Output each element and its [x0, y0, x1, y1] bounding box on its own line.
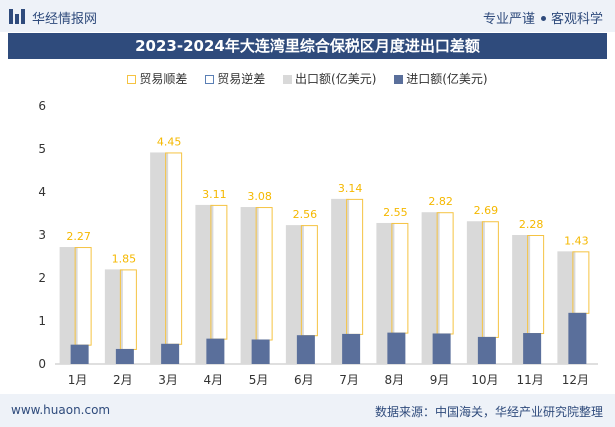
y-tick-label: 6 — [38, 99, 46, 113]
bar-chart: 0 1 2 3 4 5 6 2.27 1月 1.85 2月 4.45 3月 3.11 4月 3.08 5月 2.5… — [38, 99, 598, 387]
export-bar — [331, 198, 350, 364]
import-bar — [296, 335, 315, 364]
x-tick-label: 2月 — [113, 373, 133, 387]
legend-item-surplus: 贸易顺差 — [127, 70, 187, 87]
y-tick-label: 2 — [38, 271, 46, 285]
brand-name: 华经情报网 — [32, 12, 98, 27]
slogan-right: 客观科学 — [550, 12, 603, 27]
import-bar — [387, 332, 406, 364]
surplus-data-label: 3.11 — [202, 188, 227, 201]
title-bar: 2023-2024年大连湾里综合保税区月度进出口差额 — [8, 33, 607, 59]
legend-swatch-import — [394, 75, 404, 84]
dot-icon — [540, 16, 546, 21]
footer-bar: www.huaon.com 数据来源：中国海关，华经产业研究院整理 — [0, 394, 615, 427]
import-bar — [70, 344, 89, 364]
import-bar — [477, 336, 496, 364]
surplus-data-label: 3.08 — [247, 190, 272, 203]
x-tick-label: 5月 — [249, 373, 269, 387]
legend-label-import: 进口额(亿美元) — [406, 72, 488, 86]
y-tick-label: 5 — [38, 142, 46, 156]
x-tick-label: 12月 — [562, 373, 589, 387]
export-bar — [421, 212, 440, 364]
legend-label-export: 出口额(亿美元) — [295, 72, 377, 86]
legend-label-surplus: 贸易顺差 — [139, 72, 188, 86]
y-tick-label: 3 — [38, 228, 46, 242]
surplus-data-label: 2.28 — [519, 218, 544, 231]
import-bar — [161, 343, 180, 364]
surplus-data-label: 1.85 — [112, 252, 137, 265]
top-brand-bar: 华经情报网 专业严谨 客观科学 — [0, 0, 615, 32]
import-bar — [115, 348, 134, 364]
slogan-left: 专业严谨 — [482, 12, 535, 27]
export-bar — [285, 225, 304, 364]
legend-item-deficit: 贸易逆差 — [205, 70, 265, 87]
surplus-data-label: 2.69 — [474, 204, 499, 217]
import-bar — [568, 312, 587, 364]
x-tick-label: 3月 — [158, 373, 178, 387]
website-link[interactable]: www.huaon.com — [11, 403, 111, 417]
x-tick-label: 1月 — [68, 373, 88, 387]
slogan: 专业严谨 客观科学 — [483, 8, 603, 27]
legend-label-deficit: 贸易逆差 — [217, 72, 266, 86]
huajing-logo-icon — [9, 9, 26, 24]
y-tick-label: 4 — [38, 185, 46, 199]
export-bar — [104, 269, 123, 364]
surplus-data-label: 2.82 — [428, 195, 453, 208]
legend-item-import: 进口额(亿美元) — [394, 70, 488, 87]
surplus-data-label: 2.55 — [383, 206, 408, 219]
surplus-data-label: 1.43 — [564, 234, 589, 247]
import-bar — [251, 339, 270, 364]
export-bar — [240, 207, 259, 364]
legend-swatch-export — [283, 75, 293, 84]
import-bar — [342, 333, 361, 364]
x-tick-label: 8月 — [385, 373, 405, 387]
legend-item-export: 出口额(亿美元) — [283, 70, 376, 87]
legend-swatch-surplus — [127, 75, 137, 84]
import-bar — [206, 338, 225, 364]
import-bar — [432, 333, 451, 364]
surplus-data-label: 4.45 — [157, 135, 182, 148]
y-tick-label: 0 — [38, 357, 46, 371]
surplus-data-label: 2.56 — [293, 208, 318, 221]
export-bar — [512, 235, 531, 364]
chart-legend: 贸易顺差 贸易逆差 出口额(亿美元) 进口额(亿美元) — [0, 70, 615, 87]
x-tick-label: 7月 — [339, 373, 359, 387]
surplus-data-label: 3.14 — [338, 182, 363, 195]
import-bar — [523, 333, 542, 364]
export-bar — [466, 221, 485, 364]
data-source: 数据来源：中国海关，华经产业研究院整理 — [374, 405, 603, 419]
y-tick-label: 1 — [38, 314, 46, 328]
x-tick-label: 9月 — [430, 373, 450, 387]
x-tick-label: 10月 — [471, 373, 498, 387]
export-bar — [59, 247, 78, 364]
export-bar — [195, 204, 214, 364]
export-bar — [150, 152, 169, 364]
export-bar — [376, 222, 395, 364]
x-tick-label: 4月 — [204, 373, 224, 387]
x-tick-label: 6月 — [294, 373, 314, 387]
x-tick-label: 11月 — [516, 373, 543, 387]
surplus-data-label: 2.27 — [66, 230, 91, 243]
legend-swatch-deficit — [205, 75, 215, 84]
chart-title: 2023-2024年大连湾里综合保税区月度进出口差额 — [135, 37, 480, 55]
